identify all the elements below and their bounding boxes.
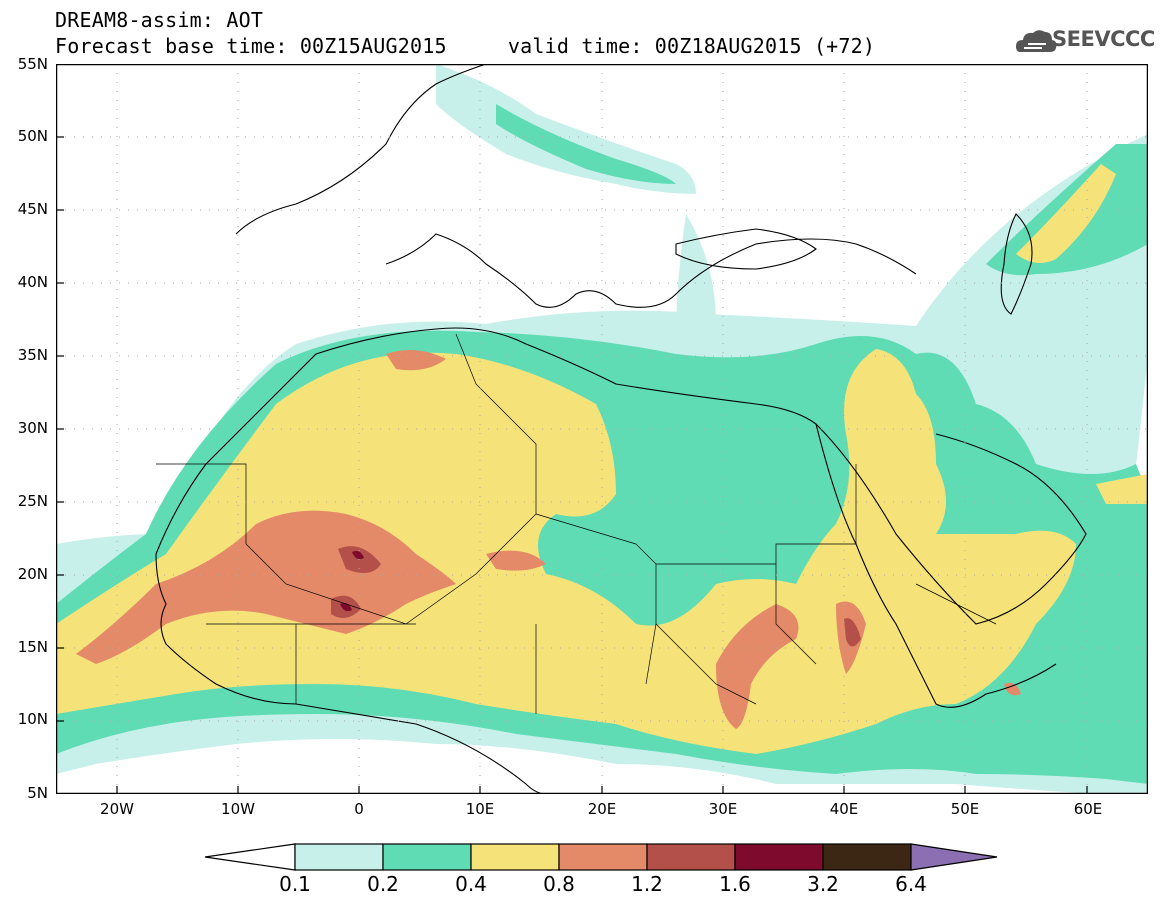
lat-label: 20N xyxy=(17,565,48,583)
lat-label: 5N xyxy=(27,784,48,802)
aot-band-0.4 xyxy=(1016,164,1116,263)
lat-label: 10N xyxy=(17,710,48,728)
lon-label: 20E xyxy=(587,800,617,818)
legend-swatch xyxy=(294,843,384,871)
legend-swatch xyxy=(734,843,824,871)
lon-label: 50E xyxy=(950,800,980,818)
legend-swatch xyxy=(558,843,648,871)
aot-band-0.4 xyxy=(56,349,1076,754)
coastline-west-africa xyxy=(155,553,547,794)
lon-label: 30E xyxy=(708,800,738,818)
lat-label: 40N xyxy=(17,273,48,291)
legend-label: 0.2 xyxy=(367,872,399,896)
coastline-caspian xyxy=(1000,213,1033,315)
aot-band-0.4 xyxy=(1096,474,1148,504)
lon-label: 20W xyxy=(100,800,134,818)
aot-band-0.8 xyxy=(1004,682,1021,696)
legend-swatch xyxy=(382,843,472,871)
aot-band-0.1 xyxy=(676,214,716,338)
lat-label: 55N xyxy=(17,55,48,73)
color-legend xyxy=(205,843,998,871)
coastline-africa xyxy=(155,327,1057,708)
legend-label: 3.2 xyxy=(807,872,839,896)
lat-label: 30N xyxy=(17,419,48,437)
aot-band-0.8 xyxy=(486,550,546,571)
legend-label: 6.4 xyxy=(895,872,927,896)
coastline-arabia xyxy=(815,423,1087,625)
aot-band-0.2 xyxy=(496,104,676,184)
border-lines xyxy=(156,333,997,714)
legend-over-triangle xyxy=(910,843,998,871)
aot-band-1.6 xyxy=(352,550,364,560)
lat-label: 35N xyxy=(17,346,48,364)
lon-label: 10E xyxy=(465,800,495,818)
lat-label: 45N xyxy=(17,200,48,218)
aot-band-0.8 xyxy=(716,604,799,729)
legend-swatch xyxy=(822,843,912,871)
lat-label: 50N xyxy=(17,127,48,145)
legend-label: 0.8 xyxy=(543,872,575,896)
legend-label: 1.6 xyxy=(719,872,751,896)
aot-band-1.2 xyxy=(844,618,861,647)
logo-text: SEEVCCC xyxy=(1052,27,1155,51)
legend-under-triangle xyxy=(205,843,296,871)
forecast-times: Forecast base time: 00Z15AUG2015 valid t… xyxy=(55,34,876,58)
lat-label: 25N xyxy=(17,492,48,510)
map-title: DREAM8-assim: AOT xyxy=(55,8,264,32)
aot-band-1.6 xyxy=(340,602,352,612)
lon-label: 0 xyxy=(354,800,364,818)
legend-swatch xyxy=(470,843,560,871)
legend-label: 1.2 xyxy=(631,872,663,896)
coastline-black-sea xyxy=(675,228,817,270)
lon-label: 60E xyxy=(1073,800,1103,818)
legend-swatch xyxy=(646,843,736,871)
coastline-europe xyxy=(235,64,917,308)
lon-label: 40E xyxy=(829,800,859,818)
legend-label: 0.4 xyxy=(455,872,487,896)
lon-label: 10W xyxy=(221,800,255,818)
aot-band-0.1 xyxy=(436,64,696,194)
aot-band-0.8 xyxy=(386,350,446,371)
cloud-icon xyxy=(1016,30,1057,52)
aot-map xyxy=(56,64,1148,794)
legend-label: 0.1 xyxy=(279,872,311,896)
lat-label: 15N xyxy=(17,638,48,656)
